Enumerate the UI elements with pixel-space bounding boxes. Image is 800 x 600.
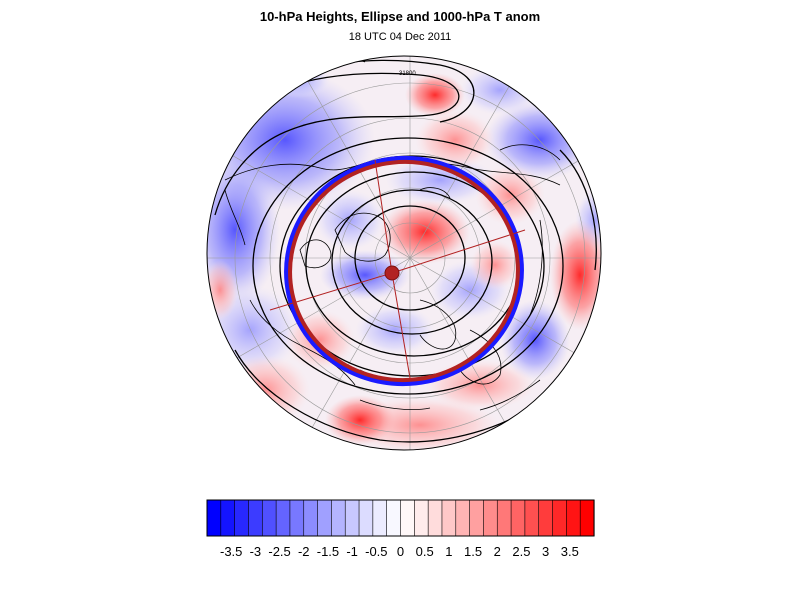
colorbar-tick-label: -1.5 [317, 544, 339, 559]
map-title: 10-hPa Heights, Ellipse and 1000-hPa T a… [259, 9, 541, 24]
colorbar-cell [538, 499, 554, 537]
colorbar-tick-label: 0.5 [416, 544, 434, 559]
ellipse-axes [269, 159, 526, 379]
colorbar-tick-label: -2 [298, 544, 310, 559]
colorbar-cell [303, 499, 319, 537]
colorbar-cell [524, 499, 540, 537]
vortex-center-marker [384, 265, 400, 281]
colorbar-tick-label: 0 [397, 544, 404, 559]
colorbar-cell [289, 499, 305, 537]
graticule [207, 56, 601, 450]
colorbar-cell [579, 499, 595, 537]
colorbar-cells [206, 499, 595, 537]
colorbar-cell [455, 499, 471, 537]
colorbar-tick-label: 3.5 [561, 544, 579, 559]
colorbar-tick-label: -1 [346, 544, 358, 559]
colorbar-cell [496, 499, 512, 537]
colorbar-tick-label: -3 [250, 544, 262, 559]
colorbar-cell [441, 499, 457, 537]
colorbar-tick-label: 3 [542, 544, 549, 559]
colorbar-cell [372, 499, 388, 537]
colorbar-cell [358, 499, 374, 537]
colorbar-cell [220, 499, 236, 537]
colorbar-tick-label: 2.5 [512, 544, 530, 559]
colorbar-cell [483, 499, 498, 537]
vortex-ellipse-outer [284, 155, 524, 387]
colorbar-tick-label: -0.5 [365, 544, 387, 559]
colorbar-frame [206, 499, 595, 537]
colorbar-cell [386, 499, 402, 537]
colorbar-cell [234, 499, 250, 537]
colorbar-cell [469, 499, 485, 537]
colorbar-tick-label: 1 [445, 544, 452, 559]
colorbar-cell [510, 499, 526, 537]
globe-outline [206, 55, 602, 451]
map-subtitle: 18 UTC 04 Dec 2011 [348, 31, 452, 43]
colorbar-tick-label: -3.5 [220, 544, 242, 559]
colorbar-cell [344, 499, 360, 537]
colorbar-tick-labels: -3.5 -3 -2.5 -2 -1.5 -1 -0.5 0 0.5 1 1.5 2 2.5 3 3.5 [220, 544, 579, 559]
colorbar-cell [206, 499, 222, 537]
colorbar-cell [414, 499, 429, 537]
colorbar-tick-label: 1.5 [464, 544, 482, 559]
colorbar-tick-label: -2.5 [268, 544, 290, 559]
height-contours [214, 59, 597, 443]
contour-label: 31800 [399, 71, 416, 77]
colorbar-cell [317, 499, 332, 537]
vortex-ellipse-inner [288, 159, 520, 383]
colorbar-cell [552, 499, 567, 537]
colorbar-cell [248, 499, 263, 537]
colorbar-tick-label: 2 [494, 544, 501, 559]
colorbar-cell [261, 499, 277, 537]
colorbar-cell [400, 499, 415, 537]
colorbar-cell [566, 499, 581, 537]
colorbar-cell [331, 499, 346, 537]
colorbar-cell [275, 499, 291, 537]
colorbar-cell [427, 499, 443, 537]
